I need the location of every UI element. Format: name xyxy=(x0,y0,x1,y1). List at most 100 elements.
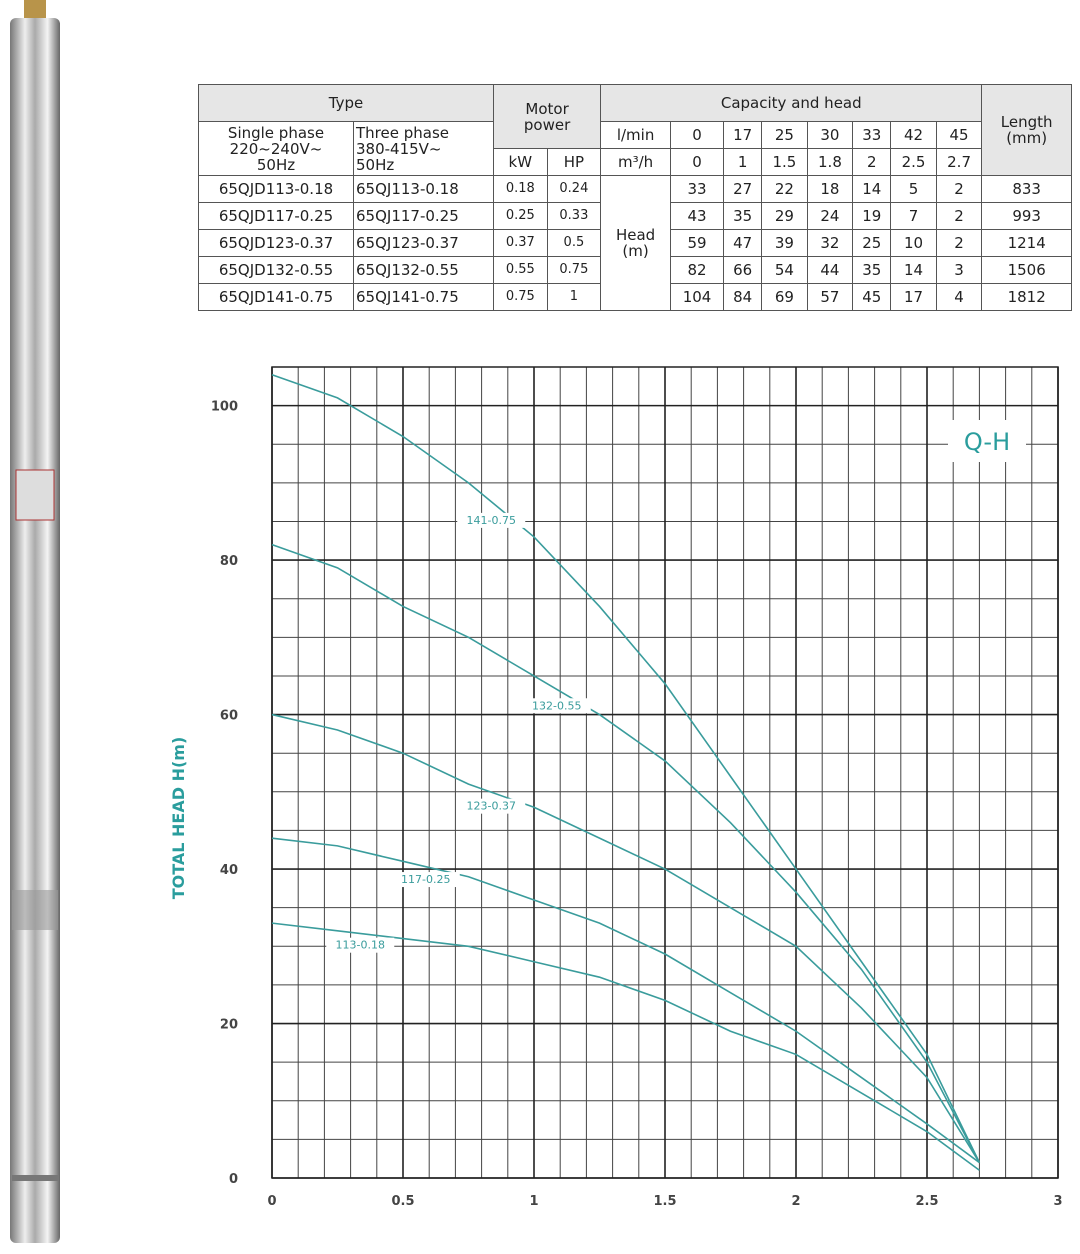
table-cell: 2 xyxy=(852,148,892,176)
table-cell: l/min xyxy=(600,121,671,149)
series-label-bg xyxy=(326,937,395,953)
series-label: 141-0.75 xyxy=(467,514,516,527)
table-cell: 84 xyxy=(723,283,763,311)
table-cell: 1 xyxy=(546,283,602,311)
table-cell: 44 xyxy=(806,256,854,284)
table-cell: 25 xyxy=(761,121,808,149)
table-cell: 2.7 xyxy=(935,148,983,176)
table-row: kW HP m³/h 0 1 1.5 1.8 2 2.5 2.7 xyxy=(199,148,1072,176)
x-tick-label: 2.5 xyxy=(915,1194,938,1209)
series-label-bg xyxy=(522,698,591,714)
table-cell: Head (m) xyxy=(600,175,671,311)
table-cell: 27 xyxy=(723,175,763,203)
line-series xyxy=(271,837,980,1164)
series-label: 123-0.37 xyxy=(467,800,516,813)
x-tick-label: 0 xyxy=(267,1194,276,1209)
table-cell: kW xyxy=(493,148,548,176)
table-cell: 43 xyxy=(669,202,725,230)
x-tick-label: 0.5 xyxy=(391,1194,414,1209)
table-cell: 0.55 xyxy=(493,256,548,284)
table-cell: 1214 xyxy=(981,229,1072,257)
table-cell: 65QJ123-0.37 xyxy=(353,229,494,257)
table-cell: 33 xyxy=(669,175,725,203)
series-label-bg xyxy=(457,512,526,528)
table-cell: 65QJD117-0.25 xyxy=(198,202,354,230)
y-tick-label: 80 xyxy=(220,554,238,569)
table-cell: 2.5 xyxy=(890,148,937,176)
y-axis-label: TOTAL HEAD H(m) xyxy=(169,737,188,900)
table-cell: 57 xyxy=(806,283,854,311)
line-series xyxy=(271,713,981,1163)
series-label-bg xyxy=(391,872,460,888)
table-cell: 0 xyxy=(669,121,725,149)
table-cell: 993 xyxy=(981,202,1072,230)
table-cell: 35 xyxy=(852,256,892,284)
table-cell: 7 xyxy=(890,202,937,230)
table-cell: m³/h xyxy=(600,148,671,176)
table-cell: 1.8 xyxy=(806,148,854,176)
table-row: 65QJD132-0.55 65QJ132-0.55 0.55 0.75 82 66 54 4… xyxy=(198,256,1072,284)
table-cell: 65QJ141-0.75 xyxy=(353,283,494,311)
table-cell: 66 xyxy=(723,256,763,284)
table-cell: 0 xyxy=(669,148,725,176)
annotation-box xyxy=(948,420,1026,462)
annotation: Q-H xyxy=(964,428,1010,456)
table-cell: 833 xyxy=(981,175,1072,203)
y-tick-label: 40 xyxy=(220,863,238,878)
table-cell: 1 xyxy=(723,148,763,176)
table-cell: 65QJD113-0.18 xyxy=(198,175,354,203)
series-label: 113-0.18 xyxy=(336,939,385,952)
table-cell: 59 xyxy=(669,229,725,257)
table-row: 65QJD123-0.37 65QJ123-0.37 0.37 0.5 59 47 39 32… xyxy=(198,229,1072,257)
table-row: 65QJD141-0.75 65QJ141-0.75 0.75 1 104 84 69 57 4… xyxy=(198,283,1072,311)
table-cell: 1812 xyxy=(981,283,1072,311)
table-cell: 54 xyxy=(761,256,808,284)
table-cell: 17 xyxy=(890,283,937,311)
table-cell: Motor power xyxy=(492,84,602,149)
table-cell: 65QJD141-0.75 xyxy=(198,283,354,311)
table-cell: 1506 xyxy=(981,256,1072,284)
table-cell: Capacity and head xyxy=(600,84,983,122)
table-cell: 45 xyxy=(852,283,892,311)
table-cell: 0.24 xyxy=(546,175,602,203)
table-cell: Single phase 220~240V~ 50Hz xyxy=(198,121,354,176)
table-cell: 1.5 xyxy=(761,148,808,176)
table-cell: 82 xyxy=(669,256,725,284)
y-tick-label: 60 xyxy=(220,709,238,724)
y-tick-label: 0 xyxy=(229,1172,238,1187)
table-cell: 42 xyxy=(890,121,937,149)
table-cell: 0.75 xyxy=(546,256,602,284)
table-cell: 0.5 xyxy=(546,229,602,257)
table-cell: 39 xyxy=(761,229,808,257)
table-cell: 32 xyxy=(806,229,854,257)
series-label-bg xyxy=(457,798,526,814)
table-cell: 104 xyxy=(669,283,725,311)
spec-table: Type Motor power Capacity and head Length (… xyxy=(198,84,1072,311)
table-cell: 0.18 xyxy=(493,175,548,203)
line-series xyxy=(271,373,981,1163)
table-cell: 10 xyxy=(890,229,937,257)
table-cell: 3 xyxy=(935,256,983,284)
table-cell: 25 xyxy=(852,229,892,257)
table-cell: 4 xyxy=(935,283,983,311)
line-series xyxy=(271,543,981,1163)
table-cell: 18 xyxy=(806,175,854,203)
table-cell: 65QJ113-0.18 xyxy=(353,175,494,203)
series-label: 132-0.55 xyxy=(532,699,581,712)
y-tick-label: 20 xyxy=(220,1018,238,1033)
x-tick-label: 2 xyxy=(791,1194,800,1209)
table-cell: Three phase 380-415V~ 50Hz xyxy=(353,121,494,176)
table-cell: 0.25 xyxy=(493,202,548,230)
pump-image xyxy=(10,0,60,1243)
x-tick-label: 1.5 xyxy=(653,1194,676,1209)
chart: 0 0.5 1 1.5 2 2.5 3 0 20 40 60 80 100 TOTAL HEAD H(m)… xyxy=(169,366,1063,1209)
table-row: 65QJD117-0.25 65QJ117-0.25 0.25 0.33 43 35 29 2… xyxy=(198,202,1072,230)
series-label: 117-0.25 xyxy=(401,873,450,886)
table-cell: Length (mm) xyxy=(981,84,1072,176)
x-tick-label: 3 xyxy=(1053,1194,1062,1209)
table-row: Type Motor power Capacity and head Length (… xyxy=(198,84,1072,176)
table-cell: 33 xyxy=(852,121,892,149)
table-cell: 45 xyxy=(935,121,983,149)
table-cell: 2 xyxy=(935,175,983,203)
